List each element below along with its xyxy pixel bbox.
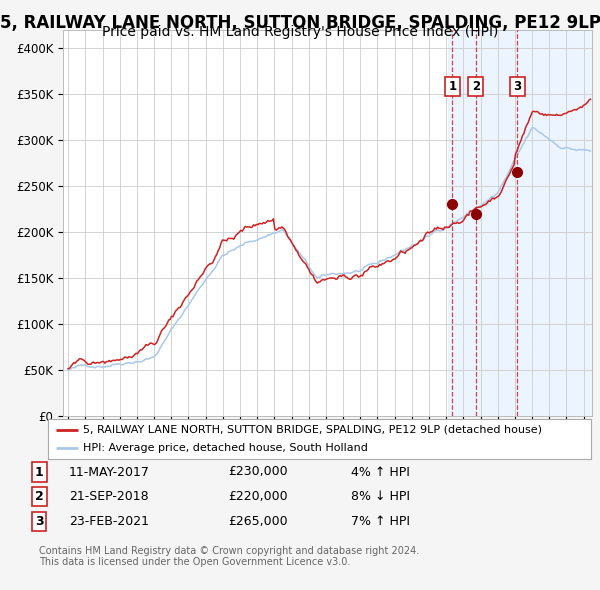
Text: 23-FEB-2021: 23-FEB-2021	[69, 515, 149, 528]
Text: £230,000: £230,000	[228, 466, 287, 478]
Text: 3: 3	[513, 80, 521, 93]
Text: £220,000: £220,000	[228, 490, 287, 503]
Text: 2: 2	[472, 80, 480, 93]
Text: 5, RAILWAY LANE NORTH, SUTTON BRIDGE, SPALDING, PE12 9LP (detached house): 5, RAILWAY LANE NORTH, SUTTON BRIDGE, SP…	[83, 425, 542, 435]
Text: 7% ↑ HPI: 7% ↑ HPI	[351, 515, 410, 528]
Bar	[448, 30, 600, 416]
Text: 5, RAILWAY LANE NORTH, SUTTON BRIDGE, SPALDING, PE12 9LP: 5, RAILWAY LANE NORTH, SUTTON BRIDGE, SP…	[0, 14, 600, 32]
Text: 21-SEP-2018: 21-SEP-2018	[69, 490, 149, 503]
Text: 1: 1	[448, 80, 457, 93]
Text: Price paid vs. HM Land Registry's House Price Index (HPI): Price paid vs. HM Land Registry's House …	[102, 25, 498, 39]
Text: 8% ↓ HPI: 8% ↓ HPI	[351, 490, 410, 503]
Text: Contains HM Land Registry data © Crown copyright and database right 2024.
This d: Contains HM Land Registry data © Crown c…	[39, 546, 419, 568]
Text: 3: 3	[35, 515, 43, 528]
Text: 2: 2	[35, 490, 43, 503]
Text: 4% ↑ HPI: 4% ↑ HPI	[351, 466, 410, 478]
Text: £265,000: £265,000	[228, 515, 287, 528]
Text: 1: 1	[35, 466, 43, 478]
Text: 11-MAY-2017: 11-MAY-2017	[69, 466, 150, 478]
Text: HPI: Average price, detached house, South Holland: HPI: Average price, detached house, Sout…	[83, 443, 368, 453]
